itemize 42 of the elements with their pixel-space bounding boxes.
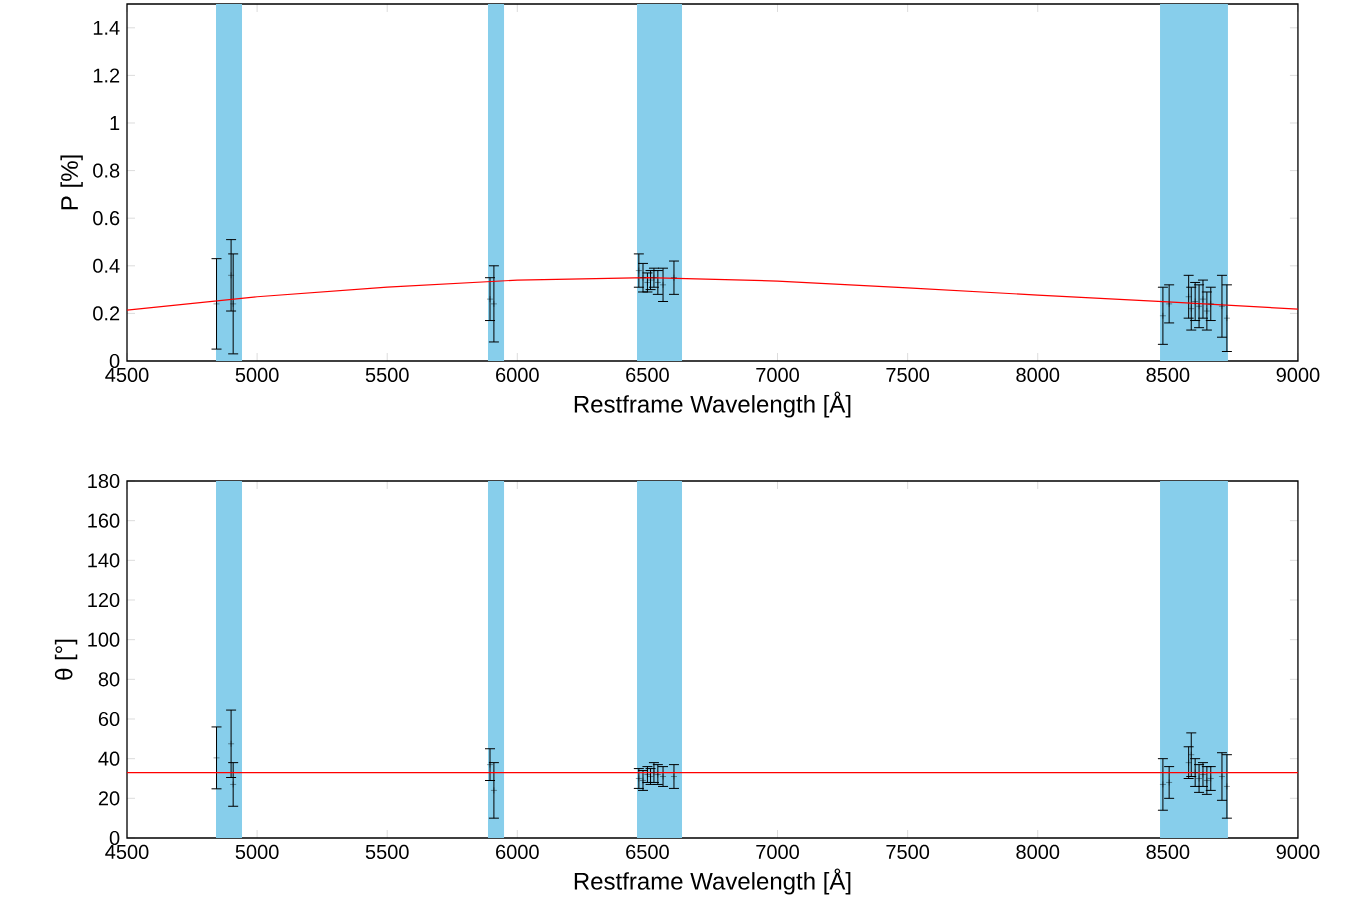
x-tick-label: 7500 bbox=[886, 367, 930, 383]
y-tick-label: 1 bbox=[110, 116, 120, 130]
y-tick-label: 0 bbox=[109, 830, 120, 846]
x-tick-label: 6000 bbox=[496, 367, 539, 383]
y-tick-label: 0.8 bbox=[93, 163, 120, 178]
x-tick-label: 8000 bbox=[1016, 844, 1060, 860]
x-axis-title: Restframe Wavelength [Å] bbox=[574, 868, 851, 895]
x-tick-label: 5000 bbox=[235, 367, 279, 383]
y-tick-label: 0.4 bbox=[93, 258, 120, 273]
x-tick-label: 6500 bbox=[626, 844, 669, 860]
x-tick-label: 8000 bbox=[1016, 367, 1060, 383]
y-tick-label: 1.4 bbox=[93, 20, 120, 35]
x-tick-label: 9000 bbox=[1276, 367, 1320, 383]
y-tick-label: 180 bbox=[88, 473, 120, 489]
x-tick-label: 7000 bbox=[756, 844, 799, 860]
y-tick-label: 60 bbox=[98, 711, 120, 727]
x-tick-label: 5000 bbox=[235, 844, 279, 860]
y-tick-label: 1.2 bbox=[93, 68, 120, 83]
y-axis-title: θ [°] bbox=[54, 639, 78, 680]
y-tick-label: 140 bbox=[88, 553, 120, 568]
y-tick-label: 0.2 bbox=[93, 306, 120, 321]
x-tick-label: 8500 bbox=[1146, 844, 1190, 860]
x-tick-label: 4500 bbox=[105, 367, 149, 383]
y-tick-label: 80 bbox=[98, 672, 120, 687]
x-axis-title: Restframe Wavelength [Å] bbox=[574, 391, 851, 418]
y-tick-label: 0.6 bbox=[93, 211, 120, 226]
x-tick-label: 6000 bbox=[496, 844, 539, 860]
x-tick-label: 4500 bbox=[105, 844, 149, 860]
y-tick-label: 40 bbox=[98, 751, 120, 766]
x-tick-label: 9000 bbox=[1276, 844, 1320, 860]
x-tick-label: 7500 bbox=[886, 844, 930, 860]
x-tick-label: 5500 bbox=[365, 844, 409, 860]
x-tick-label: 5500 bbox=[365, 367, 409, 383]
y-tick-label: 160 bbox=[88, 513, 120, 528]
y-axis-title: P [%] bbox=[60, 155, 83, 210]
y-tick-label: 20 bbox=[98, 791, 120, 806]
x-tick-label: 7000 bbox=[756, 367, 799, 383]
y-tick-label: 120 bbox=[88, 592, 120, 608]
x-tick-label: 8500 bbox=[1146, 367, 1190, 383]
y-tick-label: 100 bbox=[88, 632, 120, 647]
x-tick-label: 6500 bbox=[626, 367, 669, 383]
y-tick-label: 0 bbox=[109, 353, 120, 369]
